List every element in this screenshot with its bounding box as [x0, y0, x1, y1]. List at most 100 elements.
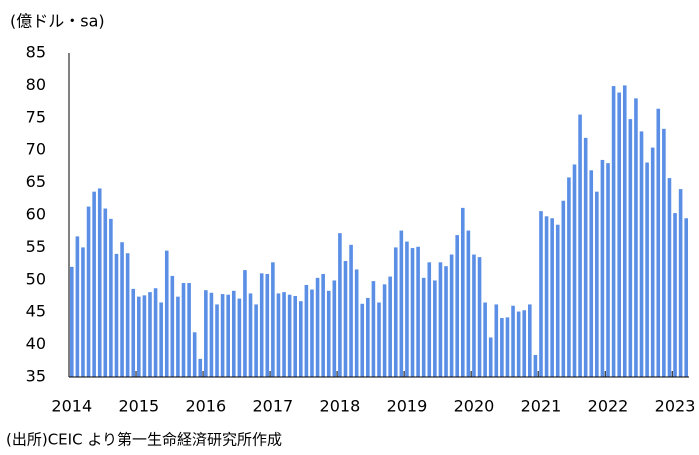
- bar: [338, 233, 342, 377]
- y-tick-label: 35: [26, 367, 46, 386]
- bar: [137, 296, 141, 377]
- x-tick-label: 2019: [387, 397, 428, 416]
- bar: [153, 288, 158, 377]
- bar: [271, 262, 275, 377]
- y-tick-label: 85: [26, 43, 46, 62]
- bar: [667, 178, 672, 377]
- bar: [466, 230, 471, 377]
- bar: [600, 159, 605, 377]
- bar: [421, 277, 426, 377]
- bar: [254, 304, 258, 377]
- x-tick-label: 2015: [118, 397, 159, 416]
- bar: [634, 98, 638, 378]
- bar: [628, 119, 633, 377]
- bar: [567, 177, 571, 377]
- y-tick-label: 60: [26, 205, 46, 224]
- bar: [265, 273, 270, 377]
- bar: [215, 304, 219, 377]
- bar: [142, 295, 147, 377]
- bar: [209, 292, 214, 377]
- bar: [243, 270, 247, 377]
- bar: [533, 354, 538, 377]
- bar: [617, 92, 621, 377]
- bar: [354, 269, 359, 377]
- y-axis-label: (億ドル・sa): [10, 12, 105, 31]
- bar: [187, 283, 191, 377]
- bar: [678, 189, 683, 377]
- bar: [477, 257, 482, 377]
- bar: [611, 86, 616, 377]
- bar: [176, 296, 180, 377]
- bar: [377, 302, 381, 377]
- bar: [120, 242, 124, 377]
- x-tick-label: 2014: [51, 397, 92, 416]
- bar: [511, 305, 515, 377]
- bar: [522, 310, 527, 377]
- bar: [109, 218, 113, 377]
- bar: [131, 288, 136, 377]
- bar: [103, 208, 108, 377]
- y-tick-label: 45: [26, 302, 46, 321]
- bar: [444, 266, 448, 377]
- bar: [455, 235, 459, 377]
- bar: [310, 289, 314, 377]
- bar: [438, 262, 443, 377]
- bar: [561, 200, 566, 377]
- y-tick-label: 80: [26, 75, 46, 94]
- bar: [164, 250, 169, 377]
- bar: [673, 213, 677, 377]
- bar: [114, 253, 119, 377]
- x-tick-label: 2023: [655, 397, 696, 416]
- x-tick-label: 2022: [588, 397, 629, 416]
- bar: [650, 147, 655, 377]
- bar: [544, 216, 549, 377]
- bar: [388, 276, 392, 377]
- bar: [405, 241, 409, 377]
- bar: [449, 254, 454, 377]
- bar: [231, 290, 236, 377]
- bar: [684, 218, 689, 377]
- y-tick-label: 50: [26, 269, 46, 288]
- bar: [583, 137, 588, 377]
- bar: [399, 230, 404, 377]
- x-tick-label: 2020: [454, 397, 495, 416]
- bar: [366, 297, 370, 377]
- bar: [371, 281, 376, 377]
- bar: [460, 207, 465, 377]
- bar: [237, 298, 242, 377]
- bar: [170, 275, 175, 377]
- bar: [427, 262, 432, 377]
- bar: [433, 280, 437, 377]
- bar: [248, 293, 253, 377]
- bar: [410, 248, 415, 377]
- bar: [287, 294, 292, 377]
- bar: [656, 108, 661, 377]
- y-tick-label: 55: [26, 237, 46, 256]
- source-note: (出所)CEIC より第一生命経済研究所作成: [6, 431, 282, 449]
- bar: [293, 296, 298, 377]
- bar: [204, 290, 208, 377]
- bar: [349, 244, 353, 377]
- bar: [304, 284, 309, 377]
- bar: [276, 293, 281, 377]
- bar: [282, 292, 286, 377]
- bar: [326, 290, 331, 377]
- bar: [181, 283, 186, 377]
- bar: [192, 332, 197, 377]
- bar: [528, 304, 532, 377]
- bar: [505, 317, 510, 377]
- bar: [645, 162, 649, 377]
- bar: [159, 302, 163, 377]
- bar: [606, 163, 610, 377]
- bar: [148, 292, 152, 377]
- bar: [662, 128, 666, 377]
- bar: [555, 224, 560, 377]
- bar: [382, 284, 387, 377]
- bar: [332, 280, 337, 377]
- bar: [125, 253, 130, 377]
- bar: [589, 170, 594, 377]
- bar: [550, 218, 554, 377]
- bar: [198, 358, 203, 377]
- bar: [472, 254, 476, 377]
